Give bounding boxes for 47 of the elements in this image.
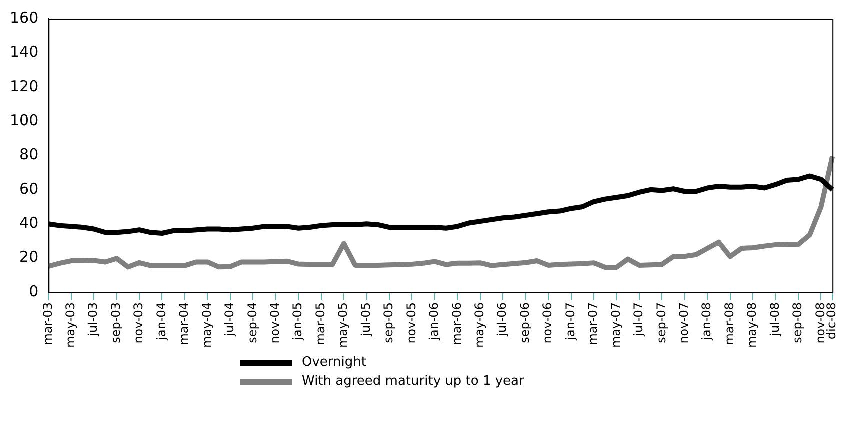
y-tick-label: 0 [29,282,39,300]
x-tick-label: mar-06 [450,302,464,346]
y-tick-label: 20 [20,248,39,266]
x-tick-label: nov-05 [404,302,418,344]
x-tick-label: nov-08 [813,302,828,344]
x-tick-label: may-08 [745,302,760,348]
x-tick-label: sep-07 [654,302,668,344]
y-tick-label: 120 [10,77,39,96]
x-tick-label: nov-04 [268,302,282,344]
x-tick-label: mar-03 [40,302,55,346]
legend-label: With agreed maturity up to 1 year [302,374,524,389]
x-tick-label: mar-07 [586,302,600,346]
x-tick-label: jul-07 [632,302,646,338]
x-tick-label: may-04 [200,302,214,348]
x-tick-label: may-05 [336,302,350,348]
x-tick-label: nov-06 [540,302,555,344]
x-tick-label: jul-03 [86,302,100,338]
x-tick-label: nov-07 [677,302,692,344]
x-tick-label: may-06 [472,302,487,348]
y-tick-label: 60 [20,180,39,198]
x-tick-label: sep-05 [382,302,396,344]
x-tick-label: jul-06 [495,302,510,338]
y-tick-label: 80 [20,146,39,164]
x-tick-label: sep-03 [108,302,123,344]
x-tick-label: jul-08 [768,302,782,338]
x-tick-label: sep-04 [245,302,260,344]
x-tick-label: mar-04 [177,302,192,346]
x-tick-label: jan-04 [154,302,168,342]
y-tick-label: 100 [10,111,39,130]
x-tick-label: jul-04 [222,302,237,338]
x-tick-label: mar-08 [722,302,736,346]
x-tick-label: jan-06 [427,302,442,342]
y-tick-label: 160 [10,8,39,27]
x-tick-label: jan-05 [290,302,305,342]
x-tick-label: jul-05 [358,302,373,338]
x-tick-label: jan-08 [700,302,714,342]
y-tick-label: 140 [10,43,39,62]
y-tick-label: 40 [20,214,39,232]
x-tick-label: may-03 [63,302,78,348]
x-tick-label: jan-07 [563,302,578,342]
x-tick-label: dic-08 [824,302,839,340]
x-tick-label: mar-05 [313,302,328,346]
x-tick-label: sep-06 [518,302,532,344]
legend-label: Overnight [302,355,366,370]
x-tick-label: may-07 [608,302,623,348]
x-tick-label: nov-03 [132,302,146,344]
x-tick-label: sep-08 [790,302,805,344]
